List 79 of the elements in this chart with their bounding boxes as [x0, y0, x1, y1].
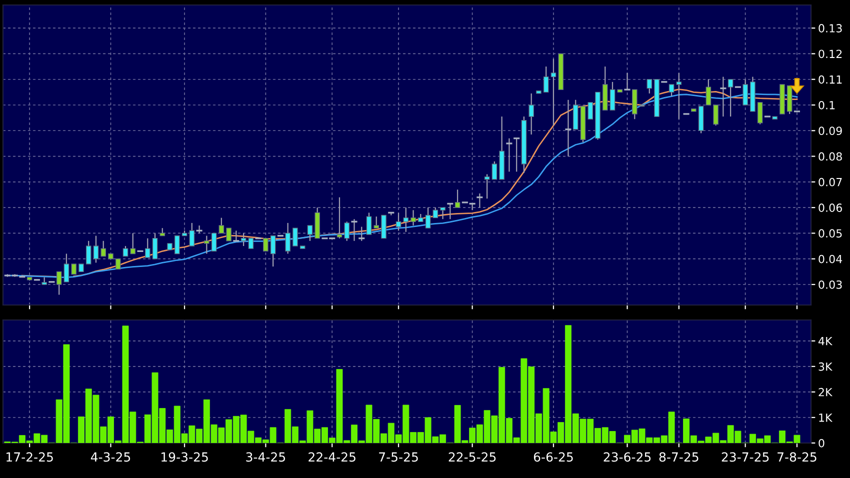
y-tick-label: 0.06 [818, 204, 842, 212]
candlestick [189, 222, 195, 247]
candlestick [56, 271, 62, 296]
y-tick-label: 0.09 [818, 126, 842, 136]
x-tick-label: 6-6-25 [534, 452, 573, 462]
y-tick-label: 0.05 [818, 229, 842, 238]
candlestick [366, 212, 372, 236]
candlestick [543, 66, 549, 93]
candlestick [484, 174, 490, 200]
x-tick-label: 22-4-25 [308, 452, 356, 462]
candlestick [742, 78, 748, 106]
candlestick [307, 224, 313, 242]
y-tick-label: 2K [818, 388, 833, 396]
candlestick [64, 253, 70, 282]
candlestick [218, 217, 224, 234]
x-tick-label: 7-8-25 [778, 452, 816, 462]
candlestick [292, 228, 298, 247]
candlestick [454, 189, 460, 208]
candlestick [204, 235, 210, 254]
candlestick [528, 92, 534, 136]
candlestick [713, 104, 718, 126]
candlestick [285, 222, 290, 254]
x-tick-label: 17-2-25 [6, 452, 53, 462]
candlestick [226, 228, 232, 242]
candlestick [211, 232, 217, 252]
candlestick [410, 210, 416, 226]
y-tick-label: 4K [818, 337, 833, 346]
x-tick-label: 23-6-25 [604, 452, 651, 462]
candlestick [728, 78, 734, 118]
y-tick-label: 0.12 [818, 50, 842, 58]
y-tick-label: 0 [818, 438, 824, 448]
candlestick [550, 58, 556, 126]
x-tick-label: 8-7-25 [659, 452, 698, 462]
candlestick [115, 258, 121, 270]
y-tick-label: 0.07 [818, 178, 842, 186]
y-tick-label: 0.08 [818, 152, 842, 161]
x-tick-label: 7-5-25 [379, 452, 418, 462]
candlestick [344, 221, 350, 242]
candlestick [336, 196, 342, 239]
candlestick [240, 232, 246, 247]
candlestick [706, 78, 712, 106]
y-tick-label: 0.1 [818, 100, 835, 110]
candlestick [381, 214, 386, 239]
candlestick [270, 235, 276, 268]
candlestick [144, 238, 150, 258]
y-tick-label: 0.11 [818, 75, 842, 84]
candlestick [100, 240, 106, 257]
candlestick [440, 207, 446, 220]
y-tick-label: 0.03 [818, 280, 842, 289]
candlestick [432, 207, 438, 218]
candlestick [668, 84, 674, 97]
candlestick [403, 207, 409, 232]
candlestick [757, 102, 763, 125]
candlestick [646, 78, 652, 94]
candlestick [122, 245, 128, 257]
candlestick [396, 212, 402, 232]
y-tick-label: 3K [818, 362, 833, 371]
y-tick-label: 1K [819, 414, 833, 422]
candlestick [152, 232, 158, 260]
candlestick [676, 72, 682, 120]
candlestick [71, 264, 76, 275]
candlestick [374, 216, 380, 229]
y-tick-label: 0.13 [818, 24, 842, 32]
candlestick [425, 207, 431, 229]
candlestick [174, 235, 180, 254]
candlestick [248, 238, 254, 250]
x-tick-label: 23-7-25 [722, 452, 769, 462]
x-tick-label: 19-3-25 [162, 452, 208, 462]
y-tick-label: 0.04 [818, 254, 842, 264]
x-tick-label: 22-5-25 [448, 452, 496, 462]
candlestick [610, 81, 616, 111]
candlestick [588, 102, 594, 120]
candlestick [492, 160, 498, 180]
candlestick [263, 238, 268, 252]
candlestick [86, 240, 92, 265]
x-tick-label: 4-3-25 [90, 452, 130, 462]
candlestick [93, 235, 99, 264]
candlestick [130, 232, 136, 254]
x-tick-label: 3-4-25 [246, 452, 286, 462]
